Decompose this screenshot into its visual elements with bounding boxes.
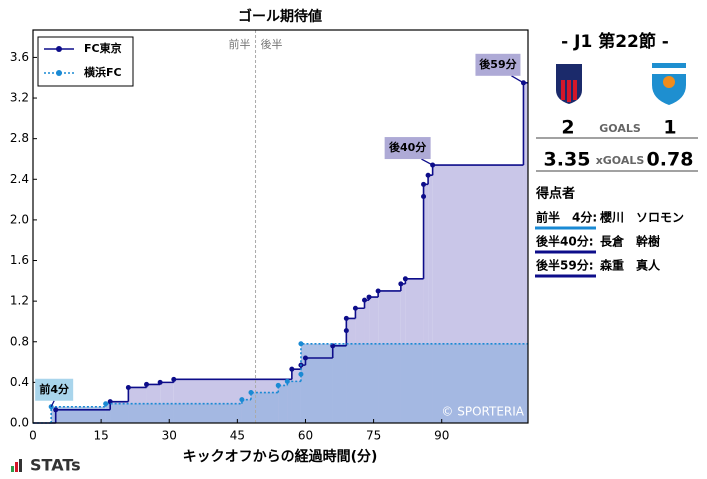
area-step — [428, 175, 433, 423]
scorer-time: 前半 4分: — [536, 210, 597, 225]
point — [53, 407, 59, 413]
plot-frame — [32, 29, 529, 424]
area-step — [300, 343, 528, 423]
point — [402, 276, 408, 282]
point — [375, 288, 381, 294]
scorer-time: 後半40分: — [536, 234, 594, 249]
legend-label: 横浜FC — [84, 65, 122, 79]
point — [298, 341, 304, 347]
away-logo — [652, 63, 686, 105]
brand: STATs — [30, 456, 81, 475]
point — [157, 379, 163, 385]
point — [125, 384, 131, 390]
point — [362, 297, 368, 303]
scorer-name: 森重 真人 — [600, 258, 661, 273]
annotation-label: 後59分 — [479, 57, 516, 71]
annotation-box — [475, 53, 521, 76]
point — [352, 305, 358, 311]
area-step — [523, 82, 528, 423]
goals-label: GOALS — [599, 122, 641, 135]
xg-label: xGOALS — [596, 154, 645, 167]
x-tick-label: 75 — [366, 429, 381, 443]
y-tick-label: 0.4 — [10, 375, 29, 389]
away-xg: 0.78 — [647, 149, 694, 171]
y-tick-label: 3.2 — [10, 91, 29, 105]
y-tick-label: 1.6 — [10, 253, 29, 267]
y-tick-label: 1.2 — [10, 294, 29, 308]
area-step — [241, 399, 251, 423]
point — [144, 381, 150, 387]
half-label: 前半 — [229, 37, 251, 51]
legend-marker — [56, 46, 62, 52]
x-tick-label: 45 — [230, 429, 245, 443]
area-step — [278, 385, 288, 423]
area-step — [51, 406, 106, 423]
scorers-title: 得点者 — [535, 186, 575, 202]
credit: © SPORTERIA — [441, 405, 524, 419]
annotation-arrow — [511, 75, 524, 84]
scorer-time: 後半59分: — [536, 258, 594, 273]
away-goals: 1 — [663, 117, 676, 139]
annotation-label: 前4分 — [39, 382, 69, 396]
annotation-box — [384, 137, 431, 160]
scorer-name: 長倉 幹樹 — [600, 234, 660, 249]
point — [289, 366, 295, 372]
point — [284, 378, 290, 384]
point — [425, 172, 431, 178]
match-title: - J1 第22節 - — [561, 31, 669, 52]
half-label: 後半 — [261, 37, 283, 51]
point — [275, 382, 281, 388]
y-tick-label: 3.6 — [10, 50, 29, 64]
point — [103, 401, 109, 407]
point — [366, 294, 372, 300]
brand-logo: STATs — [11, 456, 81, 475]
area-step — [105, 403, 242, 423]
area-step — [423, 184, 429, 423]
home-logo — [556, 64, 582, 104]
annotation-label: 後40分 — [389, 140, 426, 154]
y-tick-label: 2.8 — [10, 131, 29, 145]
x-axis-label: キックオフからの経過時間(分) — [183, 448, 378, 465]
point — [248, 390, 254, 396]
legend-marker — [56, 70, 62, 76]
x-tick-label: 30 — [162, 429, 177, 443]
annotation-arrow — [50, 400, 55, 408]
legend-label: FC東京 — [84, 41, 122, 55]
line-step — [250, 391, 279, 400]
x-tick-label: 15 — [93, 429, 108, 443]
y-tick-label: 0.8 — [10, 334, 29, 348]
y-tick-label: 0.0 — [10, 416, 29, 430]
annotation-box — [35, 378, 74, 401]
point — [171, 376, 177, 382]
y-tick-label: 2.0 — [10, 212, 29, 226]
line-step — [300, 342, 528, 375]
scorer-name: 櫻川 ソロモン — [599, 210, 684, 225]
x-tick-label: 60 — [298, 429, 313, 443]
point — [302, 355, 308, 361]
home-goals: 2 — [561, 117, 574, 139]
area-step — [287, 381, 301, 423]
x-tick-label: 90 — [434, 429, 449, 443]
chart-title: ゴール期待値 — [238, 8, 322, 25]
annotation-arrow — [421, 158, 433, 166]
point — [343, 315, 349, 321]
x-tick-label: 0 — [29, 429, 37, 443]
plot: 前半 後半 0 15 30 45 60 75 90 0.0 0.4 0.8 1.2 1.6 2.0 2.4 2.… — [10, 29, 529, 443]
home-xg: 3.35 — [544, 149, 591, 171]
point — [398, 281, 404, 287]
line-step — [277, 384, 288, 393]
point — [421, 181, 427, 187]
y-tick-label: 2.4 — [10, 172, 29, 186]
legend-box — [37, 36, 134, 87]
point — [239, 397, 245, 403]
